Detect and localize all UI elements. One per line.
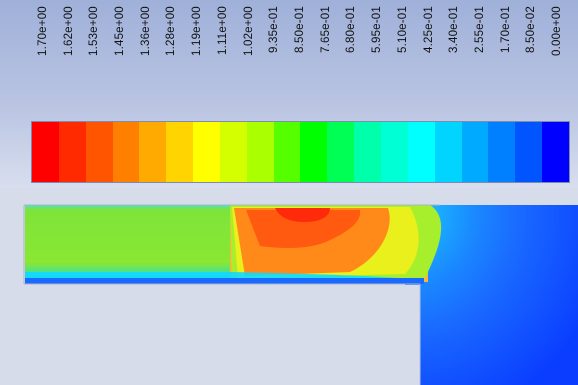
colorbar (31, 121, 570, 183)
legend-tick-label: 1.45e+00 (114, 6, 126, 56)
colorbar-swatch (488, 122, 516, 182)
legend-tick-label: 1.28e+00 (165, 6, 178, 56)
contour-band-red (275, 208, 330, 222)
colorbar-swatch (219, 122, 247, 182)
legend-tick-label: 1.70e-01 (499, 6, 512, 53)
colorbar-swatch (407, 122, 435, 182)
solid-block (0, 285, 420, 385)
legend-tick-label: 1.02e+00 (242, 6, 255, 56)
colorbar-swatch (85, 122, 113, 182)
colorbar-swatch (461, 122, 489, 182)
legend-tick-label: 1.11e+00 (216, 6, 229, 56)
colorbar-swatch (166, 122, 194, 182)
colorbar-swatch (515, 122, 543, 182)
colorbar-swatch (434, 122, 462, 182)
legend-tick-label: 1.70e+00 (36, 6, 49, 56)
colorbar-swatch (193, 122, 220, 182)
colorbar-swatch (380, 122, 408, 182)
legend-tick-label: 5.95e-01 (371, 6, 384, 53)
legend-tick-label: 1.53e+00 (88, 6, 101, 56)
legend-tick-label: 3.40e-01 (448, 6, 461, 53)
legend-panel: 1.70e+00 1.62e+00 1.53e+00 1.45e+00 1.36e+00… (0, 0, 578, 188)
legend-tick-label: 7.65e-01 (319, 6, 332, 53)
legend-tick-label: 2.55e-01 (474, 6, 486, 53)
colorbar-swatch (246, 122, 274, 182)
colorbar-swatch (354, 122, 381, 182)
legend-tick-label: 6.80e-01 (345, 6, 358, 53)
colorbar-swatch (58, 122, 86, 182)
contour-plot (0, 196, 578, 385)
legend-tick-label: 4.25e-01 (422, 6, 435, 53)
boundary-layer-blue (25, 278, 424, 284)
colorbar-swatch (112, 122, 140, 182)
legend-tick-label: 1.62e+00 (62, 6, 75, 56)
duct-top-wall (0, 196, 578, 205)
duct-left-section (25, 205, 233, 282)
colorbar-swatch (327, 122, 355, 182)
colorbar-swatch (300, 122, 328, 182)
colorbar-swatch (273, 122, 301, 182)
contour-band-red-orange (246, 210, 361, 248)
colorbar-swatch (32, 122, 59, 182)
graphics-viewport[interactable] (0, 188, 578, 385)
legend-tick-label: 1.19e+00 (191, 6, 204, 56)
legend-tick-labels: 1.70e+00 1.62e+00 1.53e+00 1.45e+00 1.36e+00… (30, 6, 570, 116)
legend-tick-label: 8.50e-02 (525, 6, 538, 53)
legend-tick-label: 1.36e+00 (139, 6, 152, 56)
colorbar-swatch (139, 122, 167, 182)
colorbar-swatch (542, 122, 569, 182)
legend-tick-label: 0.00e+00 (551, 6, 564, 56)
legend-tick-label: 5.10e-01 (396, 6, 409, 53)
legend-tick-label: 8.50e-01 (294, 6, 306, 53)
legend-tick-label: 9.35e-01 (268, 6, 281, 53)
